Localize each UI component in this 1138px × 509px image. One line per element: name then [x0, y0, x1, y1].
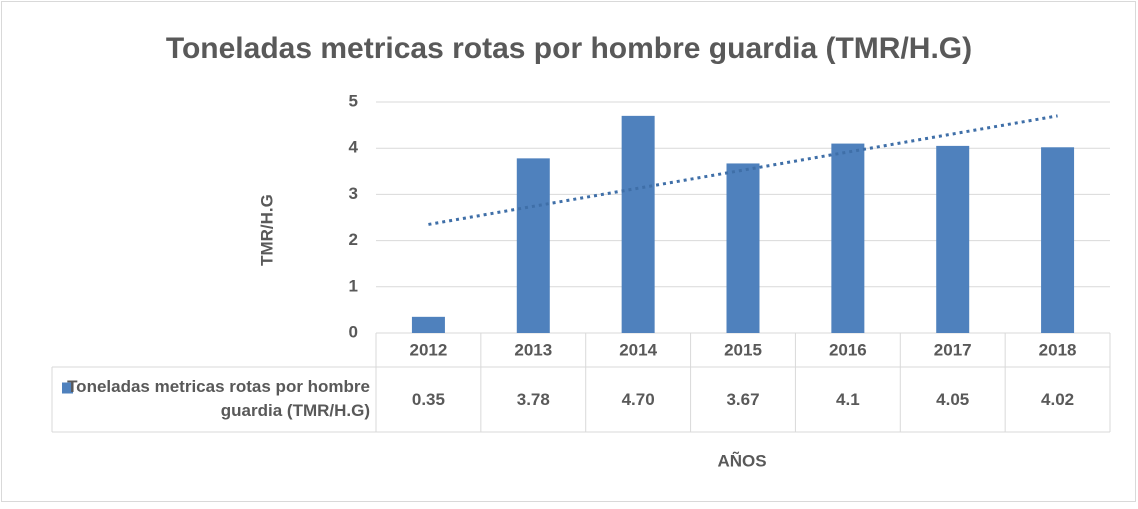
- y-axis-label: TMR/H.G: [257, 194, 276, 266]
- y-tick-label: 1: [349, 276, 358, 295]
- legend-entry: Toneladas metricas rotas por hombre guar…: [67, 376, 370, 420]
- x-axis-label: AÑOS: [717, 450, 766, 470]
- y-tick-label: 3: [349, 184, 358, 203]
- legend-label: Toneladas metricas rotas por hombre guar…: [67, 376, 370, 420]
- x-tick-label: 2018: [1039, 340, 1077, 359]
- table-value: 4.70: [622, 390, 655, 409]
- x-tick-label: 2012: [410, 340, 448, 359]
- chart-title: Toneladas metricas rotas por hombre guar…: [166, 32, 972, 65]
- bar: [936, 145, 970, 333]
- table-value: 3.67: [726, 390, 759, 409]
- bar: [621, 115, 655, 333]
- trendline: [428, 114, 1058, 226]
- bar: [411, 316, 445, 333]
- table-value: 4.02: [1041, 390, 1074, 409]
- y-tick-label: 4: [349, 138, 359, 157]
- x-tick-label: 2015: [724, 340, 762, 359]
- table-value: 4.1: [836, 390, 860, 409]
- y-tick-label: 2: [349, 230, 358, 249]
- bar: [1041, 147, 1075, 333]
- bar: [516, 158, 550, 333]
- y-tick-label: 0: [349, 322, 358, 341]
- bar: [831, 143, 865, 333]
- table-value: 3.78: [517, 390, 550, 409]
- y-tick-label: 5: [349, 91, 358, 110]
- x-tick-label: 2013: [514, 340, 552, 359]
- x-tick-label: 2016: [829, 340, 867, 359]
- table-value: 0.35: [412, 390, 445, 409]
- x-tick-label: 2014: [619, 340, 657, 359]
- legend-swatch: [62, 382, 73, 394]
- x-tick-label: 2017: [934, 340, 972, 359]
- table-value: 4.05: [936, 390, 969, 409]
- bar: [726, 163, 760, 333]
